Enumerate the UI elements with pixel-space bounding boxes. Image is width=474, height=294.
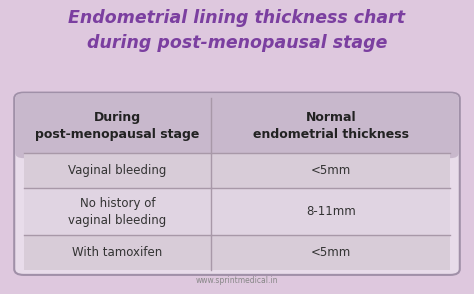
Text: www.sprintmedical.in: www.sprintmedical.in: [196, 276, 278, 285]
FancyBboxPatch shape: [14, 93, 460, 275]
Text: During
post-menopausal stage: During post-menopausal stage: [36, 111, 200, 141]
Bar: [24, 235, 450, 270]
Bar: [24, 131, 450, 153]
Text: 8-11mm: 8-11mm: [306, 205, 356, 218]
Bar: [24, 188, 450, 235]
Text: No history of
vaginal bleeding: No history of vaginal bleeding: [68, 197, 167, 227]
Text: <5mm: <5mm: [311, 246, 351, 259]
Text: With tamoxifen: With tamoxifen: [73, 246, 163, 259]
Bar: [24, 153, 450, 188]
Text: <5mm: <5mm: [311, 164, 351, 177]
FancyBboxPatch shape: [15, 93, 459, 158]
Text: Normal
endometrial thickness: Normal endometrial thickness: [253, 111, 409, 141]
Text: Endometrial lining thickness chart
during post-menopausal stage: Endometrial lining thickness chart durin…: [69, 9, 405, 52]
Text: Vaginal bleeding: Vaginal bleeding: [68, 164, 167, 177]
